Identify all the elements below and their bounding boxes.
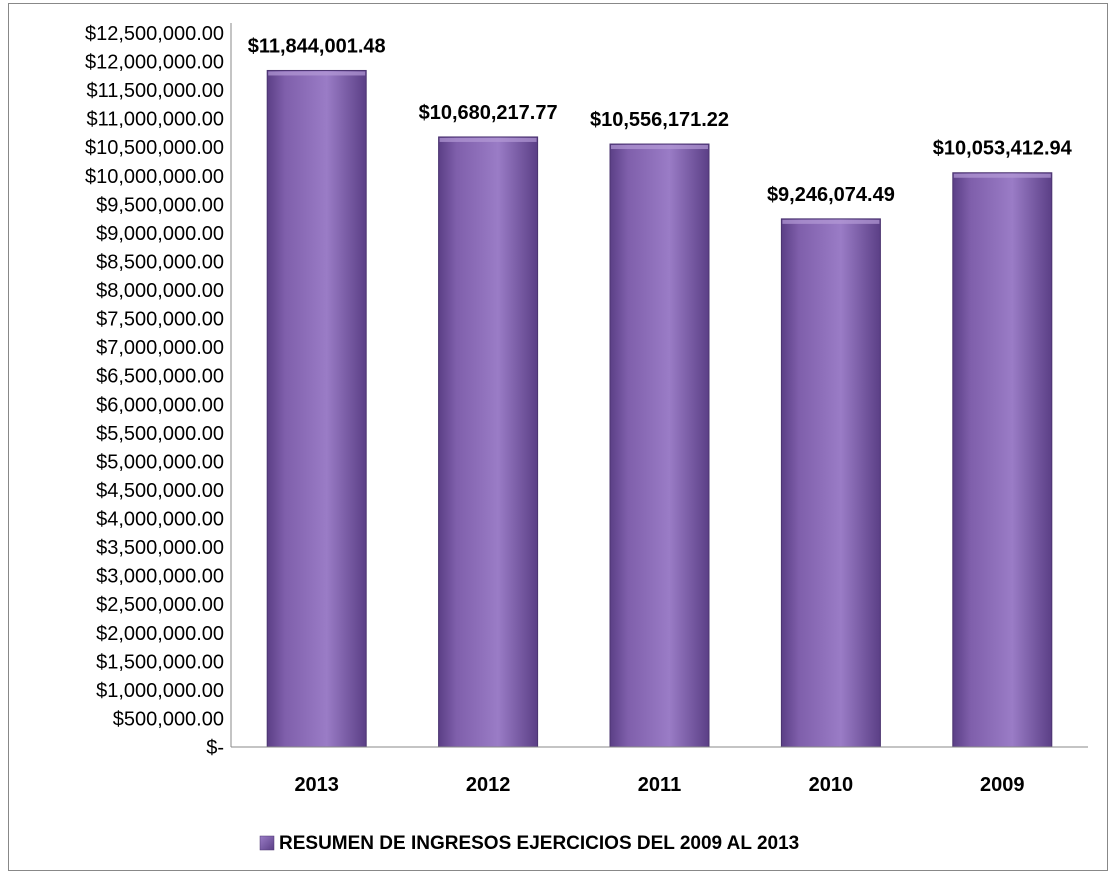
x-axis-tick-labels: 2013 2012 2011 2010 2009	[294, 774, 1024, 796]
legend-swatch	[259, 835, 275, 851]
y-tick-label: $9,500,000.00	[96, 194, 224, 216]
bar	[438, 136, 539, 748]
bar	[952, 172, 1053, 748]
y-tick-label: $11,000,000.00	[86, 109, 224, 131]
y-tick-label: $12,000,000.00	[85, 52, 224, 74]
bar	[266, 69, 367, 748]
y-tick-label: $500,000.00	[113, 708, 224, 730]
legend-label: RESUMEN DE INGRESOS EJERCICIOS DEL 2009 …	[279, 833, 799, 854]
y-tick-label: $-	[206, 737, 224, 759]
y-tick-label: $1,000,000.00	[96, 680, 224, 702]
data-label: $9,246,074.49	[767, 184, 895, 206]
bar-highlight	[439, 137, 537, 142]
x-tick-label: 2013	[294, 774, 339, 796]
y-tick-label: $4,000,000.00	[96, 509, 224, 531]
y-tick-label: $4,500,000.00	[96, 480, 224, 502]
x-tick-label: 2009	[980, 774, 1025, 796]
y-tick-label: $8,000,000.00	[96, 280, 224, 302]
bar-highlight	[953, 173, 1051, 178]
y-tick-label: $9,000,000.00	[96, 223, 224, 245]
y-axis-tick-labels: $- $500,000.00 $1,000,000.00 $1,500,000.00 $…	[85, 23, 224, 759]
data-label: $10,680,217.77	[419, 102, 558, 124]
bar-highlight	[782, 219, 880, 224]
legend: RESUMEN DE INGRESOS EJERCICIOS DEL 2009 …	[259, 833, 799, 854]
bar-highlight	[611, 145, 708, 150]
y-tick-label: $1,500,000.00	[96, 651, 224, 673]
y-tick-label: $7,000,000.00	[96, 337, 224, 359]
bars	[266, 69, 1053, 748]
chart-frame	[8, 3, 1108, 871]
y-tick-label: $6,500,000.00	[96, 366, 224, 388]
y-tick-label: $12,500,000.00	[85, 23, 224, 45]
x-tick-label: 2011	[638, 774, 681, 796]
y-tick-label: $7,500,000.00	[96, 309, 224, 331]
data-label: $10,053,412.94	[933, 138, 1073, 160]
bar	[609, 143, 710, 748]
x-tick-label: 2012	[466, 774, 511, 796]
y-tick-label: $5,500,000.00	[96, 423, 224, 445]
y-tick-label: $3,500,000.00	[96, 537, 224, 559]
y-tick-label: $10,500,000.00	[85, 137, 224, 159]
axes	[230, 23, 1088, 748]
bar	[780, 218, 881, 748]
bar-highlight	[268, 71, 366, 76]
y-tick-label: $8,500,000.00	[96, 251, 224, 273]
y-tick-label: $2,000,000.00	[96, 623, 224, 645]
y-tick-label: $11,500,000.00	[86, 80, 224, 102]
data-labels: $11,844,001.48 $10,680,217.77 $10,556,171.…	[248, 35, 1073, 205]
x-tick-label: 2010	[809, 774, 854, 796]
y-tick-label: $6,000,000.00	[96, 394, 224, 416]
data-label: $10,556,171.22	[590, 109, 729, 131]
y-tick-label: $2,500,000.00	[96, 594, 224, 616]
y-tick-label: $3,000,000.00	[96, 566, 224, 588]
data-label: $11,844,001.48	[248, 35, 386, 57]
y-tick-label: $10,000,000.00	[85, 166, 224, 188]
y-tick-label: $5,000,000.00	[96, 451, 224, 473]
